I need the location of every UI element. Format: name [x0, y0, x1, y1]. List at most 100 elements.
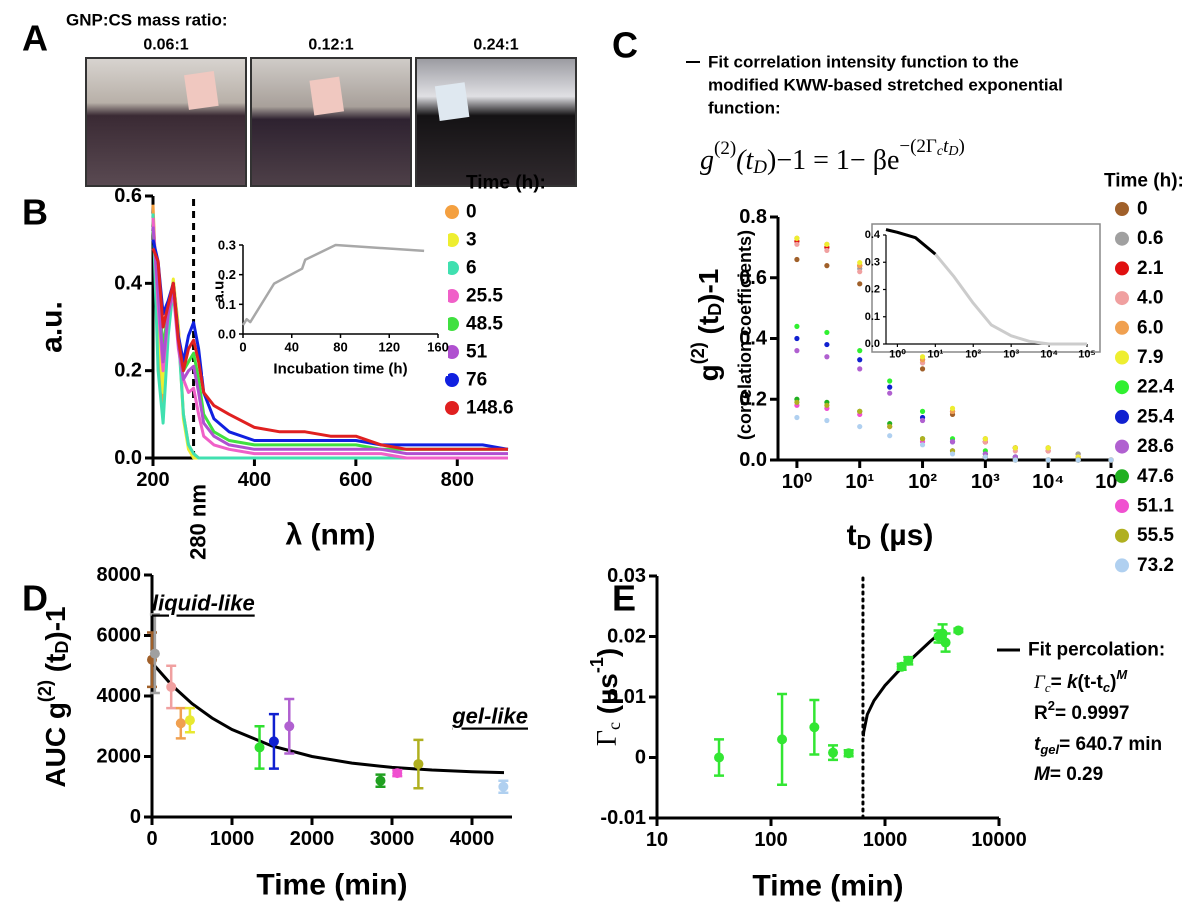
legend-marker [1115, 439, 1129, 454]
photo-label: 0.06:1 [143, 37, 188, 54]
legend-marker [1115, 469, 1129, 484]
x-tick-label: 4000 [450, 828, 495, 850]
panel-title: GNP:CS mass ratio: [66, 11, 228, 30]
label-part: (2) [688, 342, 708, 364]
y-axis-title: AUC g(2) (tD)-1 [35, 606, 72, 787]
point [809, 722, 820, 733]
legend-label: 48.5 [466, 314, 503, 335]
point [824, 354, 830, 360]
point [794, 256, 800, 263]
point [857, 423, 863, 430]
legend-title: Time (h): [466, 173, 546, 194]
label-part: (t-t [1078, 672, 1104, 693]
label-part: k [1067, 672, 1079, 693]
legend-label: 0 [466, 202, 477, 223]
y-tick-label: 2000 [97, 746, 142, 768]
point [254, 742, 265, 753]
legend-label: 3 [466, 230, 477, 251]
legend-label: 76 [466, 370, 487, 391]
point [166, 681, 177, 692]
label-part: (µs) [871, 519, 933, 552]
point [413, 759, 424, 770]
note-text: modified KWW-based stretched exponential [708, 76, 1063, 95]
x-axis-title: Time (min) [256, 869, 407, 902]
y-tick-label: 0.6 [114, 185, 142, 207]
x-tick-label: 400 [238, 469, 271, 491]
label-part: (µs [592, 673, 623, 722]
x-axis-title: λ (nm) [286, 519, 376, 552]
y-tick-label: 0.1 [865, 311, 880, 323]
x-tick-label: 800 [441, 469, 474, 491]
photo-note [184, 71, 219, 110]
x-tick-label: 120 [378, 340, 400, 355]
inset-background [203, 227, 448, 376]
label-part: ) [1110, 672, 1116, 693]
x-tick-label: 10⁴ [1040, 349, 1058, 361]
fit-label: Fit percolation: [1028, 640, 1165, 661]
legend-label: 51 [466, 342, 488, 363]
point [1045, 445, 1051, 451]
y-tick-label: 8000 [97, 564, 142, 586]
photo-note [309, 76, 345, 116]
legend-marker [1115, 350, 1129, 365]
point [824, 263, 830, 269]
x-tick-label: 10² [908, 471, 937, 493]
fit-equation: Γc= k(t-tc)M [1033, 667, 1128, 695]
label-part: Γ [592, 730, 623, 746]
point [828, 747, 839, 758]
point [857, 348, 863, 354]
x-tick-label: 0 [146, 828, 157, 850]
x-tick-label: 600 [339, 469, 372, 491]
photo-label: 0.24:1 [473, 37, 518, 54]
x-tick-label: 10¹ [845, 471, 874, 493]
point [268, 736, 279, 747]
x-tick-label: 10⁰ [782, 471, 812, 493]
fit-tgel: tgel= 640.7 min [1034, 734, 1162, 757]
x-tick-label: 1000 [863, 829, 908, 851]
legend-marker [1115, 380, 1129, 395]
legend-label: 51.1 [1137, 496, 1174, 517]
y-tick-label: 0.8 [739, 206, 767, 228]
point [949, 451, 956, 457]
point [887, 423, 893, 430]
legend-marker [445, 401, 459, 415]
point [375, 775, 386, 786]
label-part: t [1034, 734, 1041, 755]
y-tick-label: 0.4 [739, 328, 768, 350]
point [498, 781, 509, 792]
point [794, 235, 800, 241]
label-part: (t [40, 654, 71, 680]
x-axis-title: Time (min) [752, 870, 903, 903]
label-part: c [1045, 680, 1051, 695]
label-part: g [693, 364, 724, 381]
x-tick-label: 10⁵ [1078, 349, 1095, 361]
label-part: = [1051, 672, 1067, 693]
x-tick-label: 40 [285, 340, 299, 355]
eq-part: −(2Γ [899, 136, 937, 157]
y-tick-label: 0.0 [114, 447, 142, 469]
inset-frame [871, 223, 1101, 353]
legend-marker [1115, 409, 1129, 424]
legend-label: 25.5 [466, 286, 503, 307]
point [392, 768, 403, 779]
point [857, 408, 863, 414]
y-tick-label: 6000 [97, 625, 142, 647]
label-part: AUC g [40, 702, 71, 788]
label-part: D [857, 532, 871, 554]
x-tick-label: 10 [646, 829, 668, 851]
point [794, 348, 800, 354]
x-tick-label: 1000 [210, 828, 255, 850]
point [149, 648, 160, 659]
photo [250, 57, 412, 187]
x-tick-label: 10¹ [927, 349, 943, 361]
equation: g(2)(tD)−1 = 1− βe−(2ΓctD) [700, 136, 965, 178]
label-part: M [1034, 764, 1051, 785]
point [953, 625, 964, 636]
y-axis-title: Γc (µs-1) [587, 648, 624, 746]
point [919, 354, 926, 360]
legend-label: 25.4 [1137, 406, 1174, 427]
legend-title: Time (h): [1104, 171, 1184, 192]
legend-label: 6 [466, 258, 477, 279]
eq-part: (2) [714, 138, 736, 159]
